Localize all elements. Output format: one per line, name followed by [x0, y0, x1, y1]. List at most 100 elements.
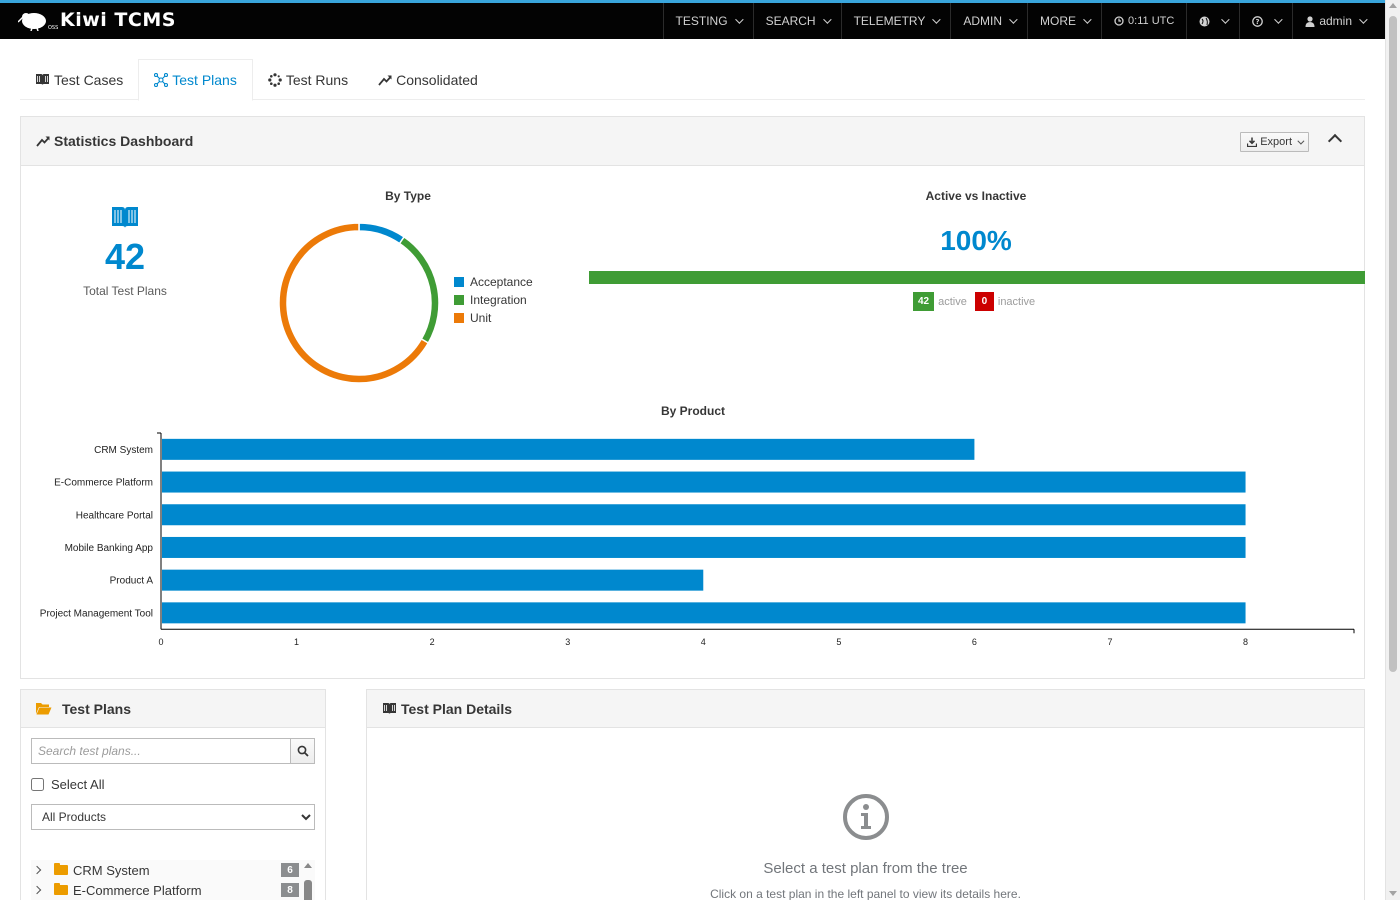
legend-item[interactable]: Integration — [454, 291, 533, 309]
trend-icon — [378, 75, 392, 86]
brand-logo[interactable]: OSS Kiwi TCMS — [18, 9, 176, 31]
active-progress-fill — [589, 271, 1365, 284]
legend-label: Unit — [470, 311, 492, 325]
chevron-down-icon — [1274, 15, 1283, 24]
by-product-title: By Product — [660, 404, 725, 418]
user-icon — [1305, 15, 1315, 27]
chevron-right-icon[interactable] — [32, 885, 42, 895]
legend-item[interactable]: Unit — [454, 309, 533, 327]
x-tick-label: 7 — [1107, 637, 1112, 647]
nav-testing-label: TESTING — [675, 14, 728, 28]
active-count-label: active — [938, 295, 967, 308]
test-plans-tree-panel: Test Plans Select All All Products CRM S… — [20, 689, 326, 900]
scrollbar-thumb[interactable] — [1389, 16, 1397, 672]
active-percentage: 100% — [940, 225, 1012, 256]
inactive-count-badge: 0 — [974, 292, 994, 311]
legend-label: Acceptance — [470, 275, 533, 289]
nav-help[interactable]: ? — [1239, 3, 1292, 39]
top-navbar: OSS Kiwi TCMS TESTING SEARCH TELEMETRY A… — [0, 0, 1385, 39]
export-button[interactable]: Export — [1240, 132, 1309, 152]
nav-telemetry[interactable]: TELEMETRY — [840, 3, 951, 39]
tab-test-runs-label: Test Runs — [285, 71, 349, 88]
tab-test-cases[interactable]: Test Cases — [20, 59, 138, 100]
nav-telemetry-label: TELEMETRY — [853, 14, 926, 28]
network-icon — [154, 73, 169, 87]
test-plans-title: Test Plans — [62, 700, 131, 717]
empty-state-title: Select a test plan from the tree — [763, 860, 968, 877]
scroll-up-icon[interactable] — [1389, 3, 1397, 8]
nav-more-label: MORE — [1040, 14, 1077, 28]
tree-search-button[interactable] — [291, 738, 315, 764]
svg-text:?: ? — [1256, 18, 1260, 26]
product-filter-select[interactable]: All Products — [31, 804, 315, 830]
page-scrollbar[interactable] — [1385, 0, 1400, 900]
folder-icon — [54, 863, 68, 875]
nav-more[interactable]: MORE — [1027, 3, 1101, 39]
tree-search-input[interactable] — [31, 738, 291, 764]
tree-item-e-commerce-platform[interactable]: E-Commerce Platform 8 — [31, 880, 315, 900]
y-tick-label: Mobile Banking App — [65, 543, 154, 554]
bar-crm-system[interactable] — [162, 438, 975, 460]
tree-item-crm-system[interactable]: CRM System 6 — [31, 860, 315, 880]
inactive-count-label: inactive — [997, 295, 1036, 308]
tab-test-runs[interactable]: Test Runs — [253, 59, 363, 100]
nav-admin[interactable]: ADMIN — [950, 3, 1027, 39]
open-book-icon — [112, 207, 138, 228]
select-all-checkbox[interactable] — [31, 778, 44, 791]
trend-icon — [36, 136, 50, 147]
tree-item-count: 8 — [281, 883, 299, 897]
bar-product-a[interactable] — [162, 569, 704, 591]
chevron-down-icon — [1009, 15, 1018, 24]
select-all-label: Select All — [51, 777, 105, 792]
chevron-down-icon — [822, 15, 832, 24]
x-tick-label: 1 — [294, 637, 299, 647]
active-count-badge: 42 — [913, 292, 935, 311]
x-tick-label: 5 — [836, 637, 841, 647]
clock-text: 0:11 UTC — [1128, 15, 1175, 27]
bar-healthcare-portal[interactable] — [162, 504, 1246, 526]
legend-swatch-unit — [454, 313, 464, 323]
active-inactive-title: Active vs Inactive — [925, 189, 1027, 203]
tree-scrollbar-thumb[interactable] — [304, 880, 312, 900]
tab-test-cases-label: Test Cases — [54, 71, 124, 88]
tab-consolidated[interactable]: Consolidated — [363, 59, 493, 100]
scroll-down-icon[interactable] — [1389, 891, 1397, 896]
donut-slice-acceptance[interactable] — [358, 222, 406, 245]
nav-search[interactable]: SEARCH — [752, 3, 841, 39]
scroll-up-icon[interactable] — [304, 863, 312, 868]
details-title: Test Plan Details — [401, 700, 513, 717]
svg-text:OSS: OSS — [48, 25, 58, 31]
user-name: admin — [1319, 14, 1352, 28]
tree-search — [31, 738, 315, 764]
chevron-right-icon[interactable] — [32, 865, 42, 875]
donut-slice-unit[interactable] — [278, 222, 430, 384]
chevron-up-icon[interactable] — [1327, 133, 1343, 149]
legend-item[interactable]: Acceptance — [454, 273, 533, 291]
nav-language[interactable] — [1186, 3, 1239, 39]
statistics-title: Statistics Dashboard — [54, 133, 194, 149]
by-type-legend: Acceptance Integration Unit — [454, 273, 533, 327]
x-tick-label: 6 — [972, 637, 977, 647]
bar-project-management-tool[interactable] — [162, 602, 1246, 624]
select-all[interactable]: Select All — [31, 777, 104, 792]
nav-testing[interactable]: TESTING — [662, 3, 753, 39]
nav-clock[interactable]: 0:11 UTC — [1101, 3, 1186, 39]
active-counts: 42 active 0 inactive — [913, 292, 1035, 311]
brand-name: Kiwi TCMS — [60, 9, 176, 31]
tab-test-plans[interactable]: Test Plans — [138, 59, 253, 101]
nav-admin-label: ADMIN — [963, 14, 1003, 28]
tab-consolidated-label: Consolidated — [396, 71, 478, 88]
export-label: Export — [1260, 136, 1292, 148]
tree-scrollbar[interactable] — [303, 860, 313, 900]
bar-mobile-banking-app[interactable] — [162, 536, 1246, 558]
folder-open-icon — [36, 703, 52, 715]
y-tick-label: Product A — [110, 576, 154, 587]
nav-user[interactable]: admin — [1292, 3, 1385, 39]
bar-e-commerce-platform[interactable] — [162, 471, 1246, 493]
donut-slice-integration[interactable] — [398, 235, 440, 345]
total-test-plans-card: 42 Total Test Plans — [81, 205, 169, 298]
globe-icon — [1199, 16, 1210, 26]
search-icon — [297, 745, 309, 757]
empty-state-subtitle: Click on a test plan in the left panel t… — [710, 887, 1021, 900]
total-test-plans-label: Total Test Plans — [83, 284, 167, 298]
